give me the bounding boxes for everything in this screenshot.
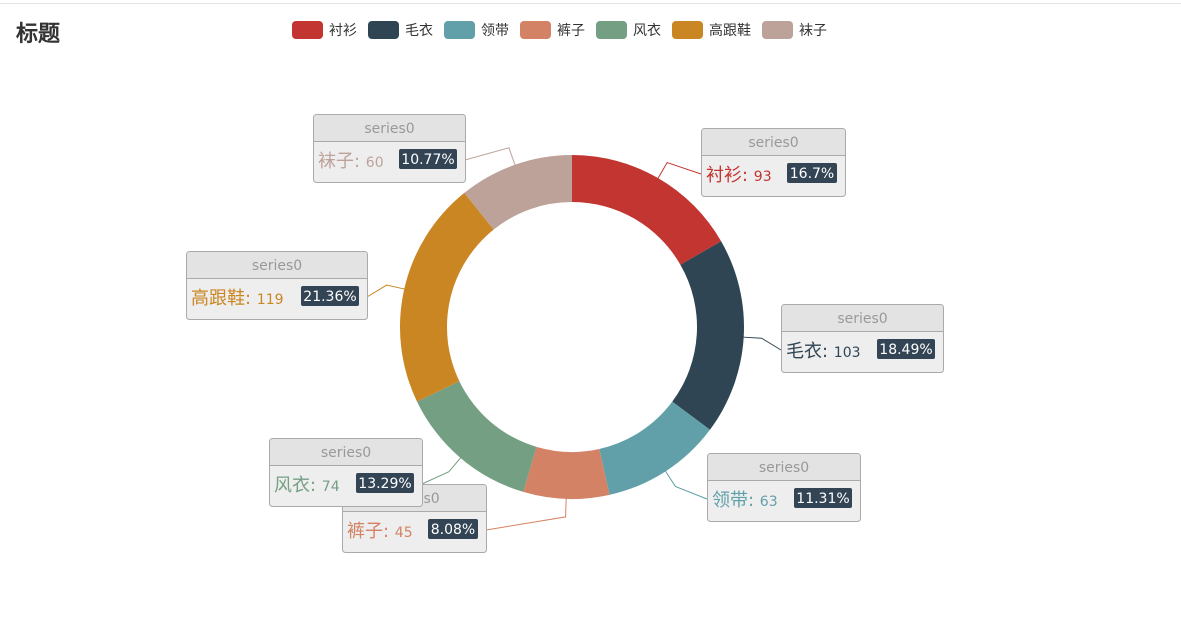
- label-series-name: series0: [759, 460, 809, 476]
- label-percent: 21.36%: [303, 289, 356, 305]
- label-category-value: 风衣: 74: [274, 475, 340, 496]
- legend-swatch: [292, 21, 323, 39]
- label-percent-badge: [428, 519, 478, 539]
- legend-label: 衬衫: [329, 23, 357, 39]
- label-category: 领带: [712, 490, 748, 511]
- label-value: 93: [754, 169, 772, 185]
- label-category-value: 高跟鞋: 119: [191, 288, 284, 309]
- label-series-name: series0: [748, 135, 798, 151]
- label-box-header: [314, 115, 465, 141]
- legend: 衬衫 毛衣 领带 裤子 风衣 高跟鞋 袜子: [292, 20, 838, 40]
- donut-slice-5[interactable]: [400, 192, 494, 402]
- label-category-value: 裤子: 45: [347, 521, 413, 542]
- label-percent: 18.49%: [879, 342, 932, 358]
- leader-line-0: [656, 161, 702, 181]
- label-box-header: [270, 439, 422, 465]
- donut-slice-4[interactable]: [417, 381, 537, 492]
- label-series-name: series0: [252, 258, 302, 274]
- legend-item-3[interactable]: 裤子: [520, 20, 585, 40]
- label-percent: 8.08%: [431, 522, 475, 538]
- label-category: 风衣: [274, 475, 310, 496]
- label-value: 45: [395, 525, 413, 541]
- label-percent-badge: [794, 488, 852, 508]
- label-percent-badge: [399, 149, 457, 169]
- legend-swatch: [762, 21, 793, 39]
- label-percent: 10.77%: [401, 152, 454, 168]
- label-percent: 11.31%: [796, 491, 849, 507]
- label-value: 103: [834, 345, 861, 361]
- label-value: 74: [322, 479, 340, 495]
- legend-swatch: [596, 21, 627, 39]
- label-category: 裤子: [347, 521, 383, 542]
- label-percent-badge: [356, 473, 414, 493]
- label-value: 60: [366, 155, 384, 171]
- legend-label: 风衣: [633, 23, 661, 39]
- label-percent-badge: [787, 163, 837, 183]
- label-box-1: series0 毛衣: 103 18.49%: [781, 304, 944, 373]
- label-percent-badge: [877, 339, 935, 359]
- label-colon: :: [245, 288, 257, 309]
- label-colon: :: [383, 521, 395, 542]
- label-category: 高跟鞋: [191, 288, 245, 309]
- legend-label: 高跟鞋: [709, 23, 751, 39]
- leader-line-5: [366, 284, 407, 298]
- label-box-0: series0 衬衫: 93 16.7%: [701, 128, 846, 197]
- label-percent-badge: [301, 286, 359, 306]
- leader-line-3: [485, 496, 567, 531]
- label-percent: 16.7%: [790, 166, 834, 182]
- label-box-6: series0 袜子: 60 10.77%: [313, 114, 466, 183]
- leader-line-2: [664, 469, 708, 500]
- legend-item-6[interactable]: 袜子: [762, 20, 827, 40]
- label-box-header: [702, 129, 845, 155]
- label-category: 毛衣: [786, 341, 822, 362]
- legend-swatch: [520, 21, 551, 39]
- label-box-header: [187, 252, 367, 278]
- leader-line-6: [464, 147, 517, 167]
- label-series-name: series0: [321, 445, 371, 461]
- leader-line-1: [741, 336, 782, 351]
- legend-item-2[interactable]: 领带: [444, 20, 509, 40]
- label-box-header: [708, 454, 860, 480]
- donut-slice-3[interactable]: [523, 446, 610, 499]
- legend-item-4[interactable]: 风衣: [596, 20, 661, 40]
- donut-slice-0[interactable]: [572, 155, 722, 265]
- label-category: 袜子: [318, 151, 354, 172]
- label-value: 119: [257, 292, 284, 308]
- label-colon: :: [354, 151, 366, 172]
- label-colon: :: [310, 475, 322, 496]
- label-colon: :: [742, 165, 754, 186]
- label-percent: 13.29%: [358, 476, 411, 492]
- legend-label: 毛衣: [405, 23, 433, 39]
- donut-slice-6[interactable]: [464, 155, 572, 230]
- label-box-4: series0 风衣: 74 13.29%: [269, 438, 423, 507]
- label-colon: :: [822, 341, 834, 362]
- donut-slice-1[interactable]: [672, 241, 745, 430]
- label-category: 衬衫: [706, 165, 742, 186]
- chart-title: 标题: [16, 22, 61, 47]
- leader-line-4: [421, 456, 463, 485]
- legend-item-0[interactable]: 衬衫: [292, 20, 357, 40]
- label-category-value: 衬衫: 93: [706, 165, 772, 186]
- legend-item-1[interactable]: 毛衣: [368, 20, 433, 40]
- legend-swatch: [368, 21, 399, 39]
- label-box-5: series0 高跟鞋: 119 21.36%: [186, 251, 368, 320]
- legend-item-5[interactable]: 高跟鞋: [672, 20, 751, 40]
- label-category-value: 领带: 63: [712, 490, 778, 511]
- top-divider: [0, 3, 1181, 4]
- label-box-2: series0 领带: 63 11.31%: [707, 453, 861, 522]
- legend-swatch: [444, 21, 475, 39]
- label-category-value: 毛衣: 103: [786, 341, 861, 362]
- donut-slice-2[interactable]: [599, 401, 710, 495]
- label-series-name: series0: [364, 121, 414, 137]
- legend-swatch: [672, 21, 703, 39]
- label-category-value: 袜子: 60: [318, 151, 384, 172]
- legend-label: 领带: [481, 23, 509, 39]
- label-colon: :: [748, 490, 760, 511]
- label-value: 63: [760, 494, 778, 510]
- legend-label: 裤子: [557, 23, 585, 39]
- label-series-name: series0: [837, 311, 887, 327]
- label-box-header: [782, 305, 943, 331]
- legend-label: 袜子: [799, 23, 827, 39]
